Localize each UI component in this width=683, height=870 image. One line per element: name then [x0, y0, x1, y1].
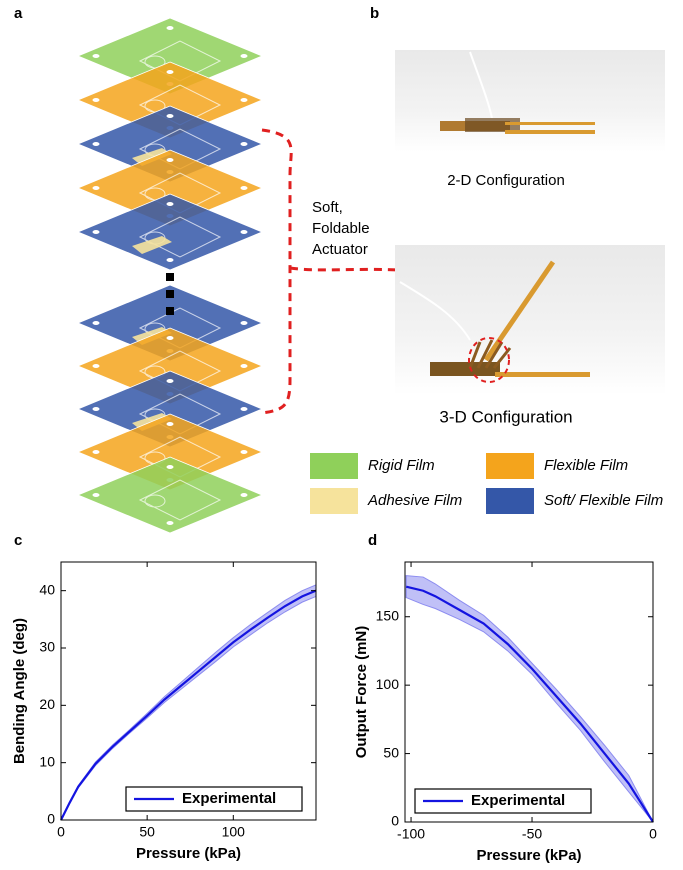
- legend-swatch: [486, 453, 534, 479]
- y-tick-label: 150: [376, 607, 400, 623]
- stack-dots: [166, 273, 174, 315]
- legend-label: Flexible Film: [544, 457, 628, 474]
- layer-hole: [167, 114, 174, 118]
- layer-hole: [93, 98, 100, 102]
- legend-swatch: [310, 453, 358, 479]
- layer-hole: [167, 379, 174, 383]
- y-tick-label: 0: [47, 811, 55, 827]
- x-tick-label: -100: [397, 826, 425, 842]
- legend-label: Experimental: [182, 790, 276, 807]
- panel-label: d: [368, 532, 377, 549]
- layer-hole: [241, 450, 248, 454]
- figure: a b c d Soft, Foldable Actuator 2-D Conf…: [0, 0, 683, 870]
- y-tick-label: 100: [376, 676, 400, 692]
- annotation: Soft,: [312, 199, 343, 216]
- layer-hole: [167, 70, 174, 74]
- legend-label: Experimental: [471, 792, 565, 809]
- panel-label: c: [14, 532, 22, 549]
- data-line: [406, 587, 653, 822]
- panel-label: b: [370, 5, 379, 22]
- layer-hole: [241, 407, 248, 411]
- layer-hole: [241, 98, 248, 102]
- x-tick-label: 0: [57, 824, 65, 840]
- x-tick-label: -50: [522, 826, 542, 842]
- legend-swatch: [486, 488, 534, 514]
- layer-hole: [241, 230, 248, 234]
- layer-hole: [241, 493, 248, 497]
- error-band: [406, 576, 653, 822]
- layer-hole: [93, 230, 100, 234]
- layer-hole: [167, 336, 174, 340]
- y-tick-label: 30: [39, 639, 55, 655]
- data-line: [61, 591, 316, 820]
- layer-hole: [167, 258, 174, 262]
- legend-swatch: [310, 488, 358, 514]
- y-tick-label: 50: [383, 744, 399, 760]
- layer-hole: [241, 364, 248, 368]
- layer-hole: [167, 158, 174, 162]
- layer-hole: [241, 321, 248, 325]
- axes-box: [61, 562, 316, 820]
- legend-label: Soft/ Flexible Film: [544, 492, 663, 509]
- layer-hole: [93, 450, 100, 454]
- layer-hole: [93, 364, 100, 368]
- layer-hole: [241, 54, 248, 58]
- charts: 0 50 100 0 10 20 30 40 Pressure (kPa) Bending Ang…: [11, 562, 657, 864]
- y-tick-label: 40: [39, 581, 55, 597]
- layer-hole: [93, 186, 100, 190]
- layer-hole: [241, 142, 248, 146]
- layer-hole: [93, 54, 100, 58]
- y-axis-label: Bending Angle (deg): [11, 618, 28, 764]
- x-axis-label: Pressure (kPa): [476, 847, 581, 864]
- layer-hole: [167, 521, 174, 525]
- layer-hole: [241, 186, 248, 190]
- layer-hole: [167, 422, 174, 426]
- photo-2d: [395, 50, 665, 152]
- photo-caption: 3-D Configuration: [439, 407, 572, 426]
- bracket: [262, 130, 291, 413]
- annotation: Foldable: [312, 220, 370, 237]
- layer-hole: [167, 202, 174, 206]
- film-legend: Rigid Film Flexible Film Adhesive Film Soft…: [310, 453, 663, 514]
- error-band: [61, 585, 316, 820]
- y-axis-label: Output Force (mN): [353, 626, 370, 759]
- y-tick-label: 10: [39, 753, 55, 769]
- photo-caption: 2-D Configuration: [447, 172, 565, 189]
- legend-label: Adhesive Film: [367, 492, 462, 509]
- layer-hole: [167, 465, 174, 469]
- x-axis-label: Pressure (kPa): [136, 845, 241, 862]
- layer-hole: [93, 321, 100, 325]
- legend-label: Rigid Film: [368, 457, 435, 474]
- layer-hole: [93, 493, 100, 497]
- x-tick-label: 50: [139, 824, 155, 840]
- y-tick-label: 0: [391, 813, 399, 829]
- layer-hole: [167, 26, 174, 30]
- layer-hole: [93, 142, 100, 146]
- photo-3d: [395, 245, 665, 395]
- y-tick-label: 20: [39, 696, 55, 712]
- x-tick-label: 100: [222, 824, 246, 840]
- panel-label: a: [14, 5, 23, 22]
- layer-hole: [93, 407, 100, 411]
- annotation: Actuator: [312, 241, 368, 258]
- x-tick-label: 0: [649, 826, 657, 842]
